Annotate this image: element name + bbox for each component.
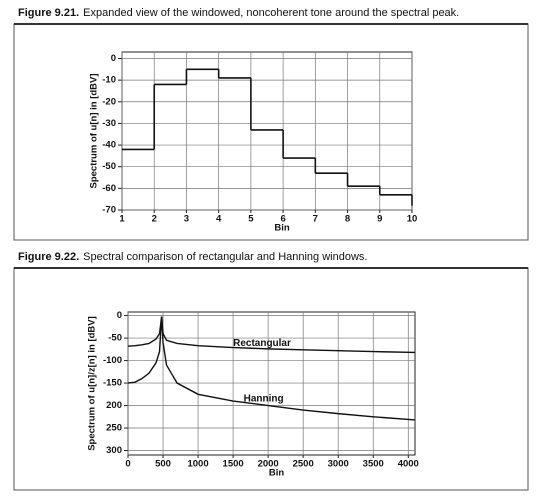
x-tick-label: 1500 — [223, 459, 244, 470]
y-tick-label: 0 — [117, 310, 122, 321]
y-tick-label: -30 — [102, 118, 116, 129]
y-tick-label: 250 — [106, 423, 122, 434]
x-axis-label: Bin — [274, 223, 290, 234]
y-tick-label: -150 — [103, 378, 122, 389]
y-tick-label: 0 — [111, 53, 116, 64]
y-tick-label: -70 — [102, 205, 116, 216]
y-tick-label: -60 — [102, 183, 116, 194]
figure-label: Figure 9.22. — [18, 251, 79, 263]
x-tick-label: 9 — [377, 214, 382, 225]
caption-text: Spectral comparison of rectangular and H… — [83, 251, 367, 263]
x-tick-label: 1 — [119, 214, 125, 225]
plot-area — [127, 311, 416, 456]
series-label: Rectangular — [233, 338, 291, 349]
series-line — [127, 316, 416, 421]
y-axis-label: Spectrum of u[n]/z[n] in [dBV] — [87, 316, 98, 451]
y-tick-label: -100 — [103, 355, 122, 366]
caption: Figure 9.22. Spectral comparison of recta… — [18, 251, 367, 263]
x-axis-label: Bin — [269, 468, 285, 479]
y-tick-label: -10 — [102, 75, 116, 86]
x-tick-label: 7 — [313, 214, 318, 225]
x-tick-label: 2000 — [258, 459, 279, 470]
caption-text: Expanded view of the windowed, noncohere… — [83, 7, 459, 19]
x-tick-label: 1000 — [187, 459, 208, 470]
x-tick-label: 3500 — [363, 459, 384, 470]
x-tick-label: 500 — [155, 459, 171, 470]
x-tick-label: 4 — [216, 214, 222, 225]
y-tick-label: 300 — [106, 445, 122, 456]
x-tick-label: 3000 — [328, 459, 349, 470]
x-tick-label: 4000 — [398, 459, 419, 470]
x-tick-label: 2500 — [293, 459, 314, 470]
y-tick-label: -50 — [102, 161, 116, 172]
y-tick-label: 200 — [106, 400, 122, 411]
x-tick-label: 6 — [280, 214, 285, 225]
x-tick-label: 8 — [345, 214, 350, 225]
x-tick-label: 3 — [184, 214, 189, 225]
caption: Figure 9.21. Expanded view of the windowe… — [18, 7, 459, 19]
y-tick-label: -50 — [108, 333, 122, 344]
y-tick-label: -20 — [102, 96, 116, 107]
x-tick-label: 2 — [152, 214, 157, 225]
y-tick-label: -40 — [102, 140, 116, 151]
series-line — [127, 316, 416, 354]
y-axis-label: Spectrum of u[n] in [dBV] — [89, 73, 100, 188]
x-tick-label: 5 — [248, 214, 254, 225]
series-label: Hanning — [244, 393, 284, 404]
x-tick-label: 0 — [125, 459, 130, 470]
figure-label: Figure 9.21. — [18, 7, 79, 19]
x-tick-label: 10 — [407, 214, 418, 225]
